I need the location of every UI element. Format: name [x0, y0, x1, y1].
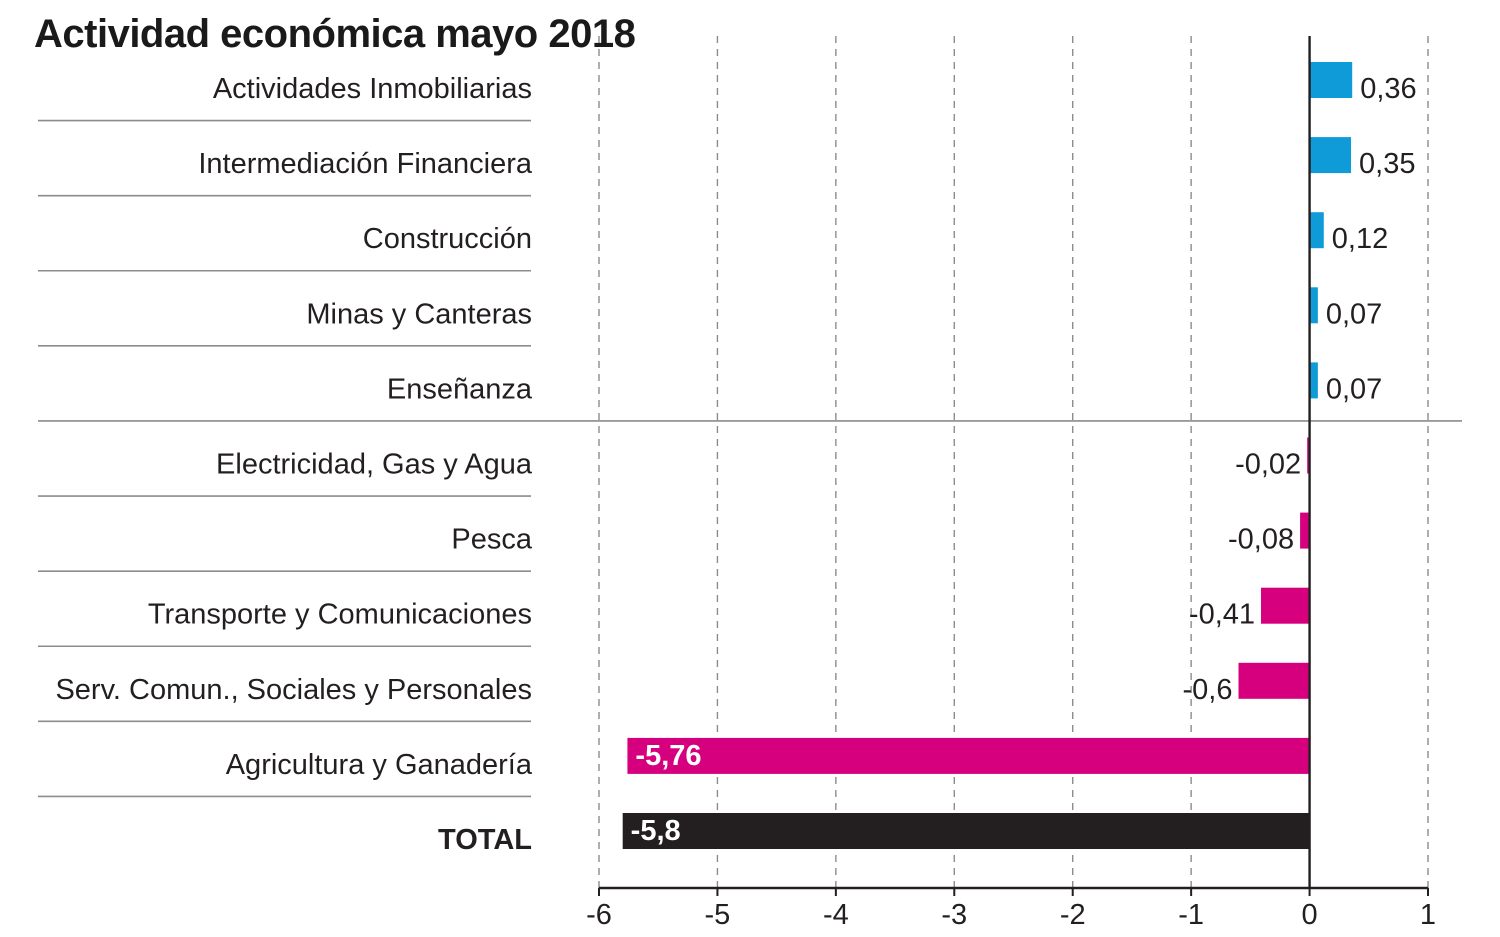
x-tick-label: 0	[1302, 899, 1318, 931]
bar	[1309, 62, 1353, 98]
x-tick-label: -5	[705, 899, 731, 931]
data-label: -5,76	[635, 740, 701, 772]
data-label: 0,07	[1326, 298, 1382, 330]
data-label: -0,08	[1228, 524, 1294, 556]
category-label: TOTAL	[438, 824, 532, 856]
bar	[1309, 362, 1318, 399]
bars	[622, 62, 1353, 849]
x-tick-label: -4	[823, 899, 849, 931]
data-label: -0,02	[1235, 449, 1301, 481]
data-label: 0,07	[1326, 373, 1382, 405]
category-label: Enseñanza	[387, 373, 533, 405]
bar	[627, 737, 1310, 774]
bar	[1238, 662, 1310, 699]
chart-title: Actividad económica mayo 2018	[34, 12, 636, 56]
x-tick-label: -2	[1060, 899, 1086, 931]
data-label: -0,41	[1189, 599, 1255, 631]
bar	[1309, 287, 1318, 324]
category-label: Agricultura y Ganadería	[226, 749, 533, 781]
data-label: 0,35	[1359, 148, 1415, 180]
bar	[1309, 212, 1324, 249]
category-label: Intermediación Financiera	[198, 148, 533, 180]
data-label: -0,6	[1183, 674, 1233, 706]
x-tick-label: 1	[1420, 899, 1436, 931]
data-label: -5,8	[631, 815, 681, 847]
bar	[1261, 587, 1310, 624]
category-label: Construcción	[363, 223, 532, 255]
category-label: Actividades Inmobiliarias	[213, 73, 532, 105]
row-separators	[38, 119, 1462, 798]
bar	[1309, 137, 1352, 174]
category-label: Electricidad, Gas y Agua	[216, 449, 533, 481]
data-label: 0,36	[1360, 73, 1416, 105]
category-label: Transporte y Comunicaciones	[148, 599, 532, 631]
x-tick-label: -6	[586, 899, 612, 931]
bar-total	[622, 813, 1310, 849]
bar	[1300, 512, 1310, 549]
category-label: Minas y Canteras	[306, 298, 532, 330]
x-tick-label: -1	[1178, 899, 1204, 931]
data-label: 0,12	[1332, 223, 1388, 255]
category-label: Serv. Comun., Sociales y Personales	[55, 674, 532, 706]
x-tick-label: -3	[941, 899, 967, 931]
category-label: Pesca	[451, 524, 532, 556]
axes: -6 -5 -4 -3 -2 -1 0 1	[586, 36, 1436, 931]
labels: Actividades Inmobiliarias 0,36 Intermediac…	[55, 73, 1416, 856]
